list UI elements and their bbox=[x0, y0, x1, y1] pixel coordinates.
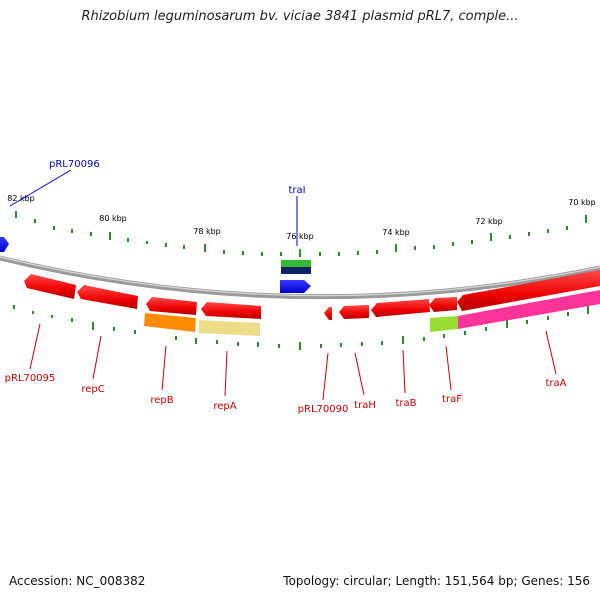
topology-summary: Topology: circular; Length: 151,564 bp; … bbox=[283, 574, 590, 588]
label-line-traA bbox=[545, 330, 557, 375]
tick-label: 82 kbp bbox=[7, 194, 35, 203]
label-traH[interactable]: traH bbox=[354, 400, 376, 411]
label-repA[interactable]: repA bbox=[213, 401, 236, 412]
label-line-repC bbox=[92, 335, 102, 380]
label-traA[interactable]: traA bbox=[545, 378, 566, 389]
traA-overlay[interactable] bbox=[458, 290, 600, 329]
map-title: Rhizobium leguminosarum bv. viciae 3841 … bbox=[81, 9, 519, 24]
tick-label: 78 kbp bbox=[193, 227, 221, 236]
forward-strand-features bbox=[0, 237, 311, 293]
cds-pRL70095[interactable] bbox=[24, 274, 76, 299]
tick-label: 74 kbp bbox=[382, 228, 410, 237]
label-line-pRL70096 bbox=[9, 169, 72, 207]
cds-repC[interactable] bbox=[77, 285, 138, 309]
label-traI[interactable]: traI bbox=[288, 185, 305, 196]
scale-tick-labels: 82 kbp 80 kbp 78 kbp 76 kbp 74 kbp 72 kb… bbox=[7, 194, 596, 241]
cds-repB[interactable] bbox=[146, 297, 197, 315]
gc-ticks-inner bbox=[13, 305, 589, 350]
label-pRL70090[interactable]: pRL70090 bbox=[298, 404, 349, 415]
cds-traI[interactable] bbox=[280, 280, 311, 293]
traI-green-bar[interactable] bbox=[281, 260, 311, 267]
reverse-feature-labels: pRL70095 repC repB repA pRL70090 traH tr… bbox=[5, 323, 567, 415]
gc-ticks-outer bbox=[15, 211, 587, 257]
cds-traH[interactable] bbox=[339, 305, 369, 319]
cds-traF[interactable] bbox=[429, 297, 457, 312]
cds-repA[interactable] bbox=[201, 302, 261, 319]
tick-label: 76 kbp bbox=[286, 232, 314, 241]
cds-traB[interactable] bbox=[371, 299, 430, 317]
label-repC[interactable]: repC bbox=[81, 384, 104, 395]
label-line-traF bbox=[445, 345, 452, 391]
cds-pRL70096[interactable] bbox=[0, 237, 9, 252]
forward-feature-labels: pRL70096 traI bbox=[9, 159, 306, 246]
label-pRL70096[interactable]: pRL70096 bbox=[49, 159, 100, 170]
label-line-repB bbox=[161, 345, 167, 391]
cds-pRL70090[interactable] bbox=[324, 307, 332, 320]
repA-overlay[interactable] bbox=[199, 320, 260, 336]
cds-traA[interactable] bbox=[457, 270, 600, 311]
label-line-pRL70090 bbox=[322, 352, 329, 401]
label-line-traH bbox=[354, 352, 365, 396]
label-pRL70095[interactable]: pRL70095 bbox=[5, 373, 56, 384]
label-traF[interactable]: traF bbox=[442, 394, 462, 405]
accession-text: Accession: NC_008382 bbox=[9, 574, 146, 588]
repB-overlay[interactable] bbox=[144, 313, 196, 332]
tick-label: 80 kbp bbox=[99, 214, 127, 223]
plasmid-backbone-highlight bbox=[0, 256, 600, 297]
tick-label: 72 kbp bbox=[475, 217, 503, 226]
label-line-traB bbox=[402, 349, 406, 394]
label-line-repA bbox=[224, 350, 228, 397]
label-line-pRL70095 bbox=[29, 323, 41, 370]
plasmid-backbone bbox=[0, 255, 600, 300]
traI-navy-bar[interactable] bbox=[281, 267, 311, 274]
traF-overlay[interactable] bbox=[430, 316, 458, 332]
tick-label: 70 kbp bbox=[568, 198, 596, 207]
label-repB[interactable]: repB bbox=[150, 395, 173, 406]
label-traB[interactable]: traB bbox=[395, 398, 416, 409]
reverse-strand-features bbox=[24, 270, 600, 336]
